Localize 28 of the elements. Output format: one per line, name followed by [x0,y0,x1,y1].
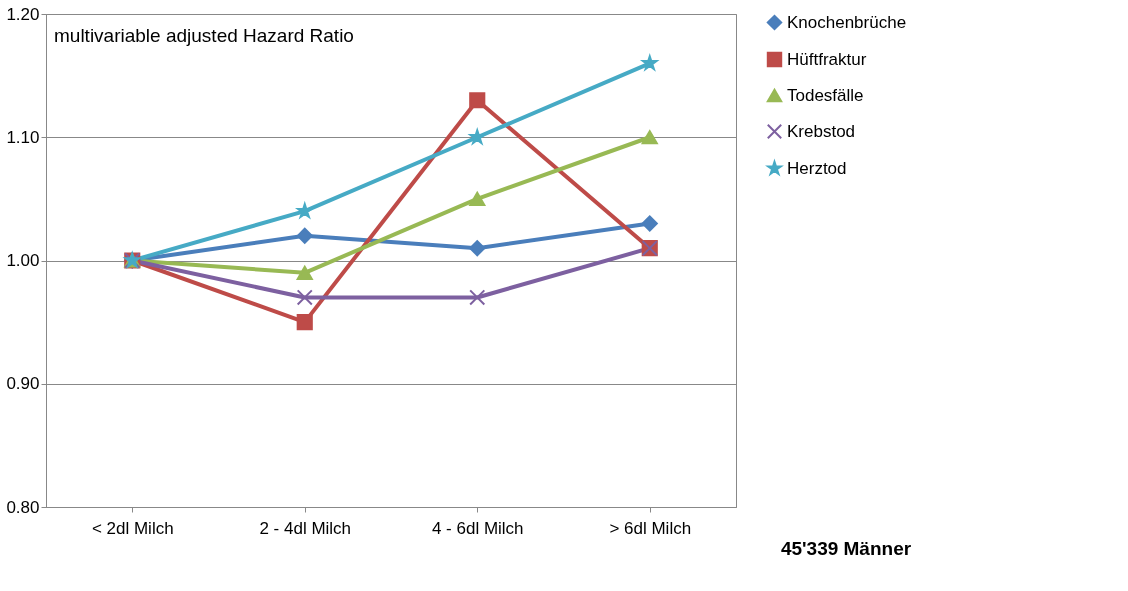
x-tick-label: 4 - 6dl Milch [431,518,524,538]
point [296,227,313,244]
point [467,127,485,146]
y-tick-label: 0.90 [6,374,40,394]
point [469,191,486,206]
x-tick-label: > 6dl Milch [609,518,692,538]
point [296,314,313,331]
annotation: multivariable adjusted Hazard Ratio [54,25,354,46]
point [296,265,313,280]
legend-label: Knochenbrüche [787,12,907,32]
text: 45'339 Männer [780,538,912,559]
y-tick-label: 1.00 [6,251,40,270]
point [296,289,313,306]
point [469,240,486,257]
legend-label: Todesfälle [787,85,864,105]
y-tick-label: 1.10 [6,127,40,147]
point [641,130,658,145]
y-tick-label: 0.80 [6,497,40,517]
point [469,92,486,109]
legend-label: Hüftfraktur [787,49,867,69]
legend-label: Krebstod [787,121,856,141]
x-tick-label: 2 - 4dl Milch [259,518,352,538]
point [469,289,486,306]
legend-label: Herztod [787,158,847,178]
point [640,53,660,72]
x-tick-label: < 2dl Milch [91,518,174,538]
point [641,215,658,232]
y-tick-label: 1.20 [6,4,40,24]
